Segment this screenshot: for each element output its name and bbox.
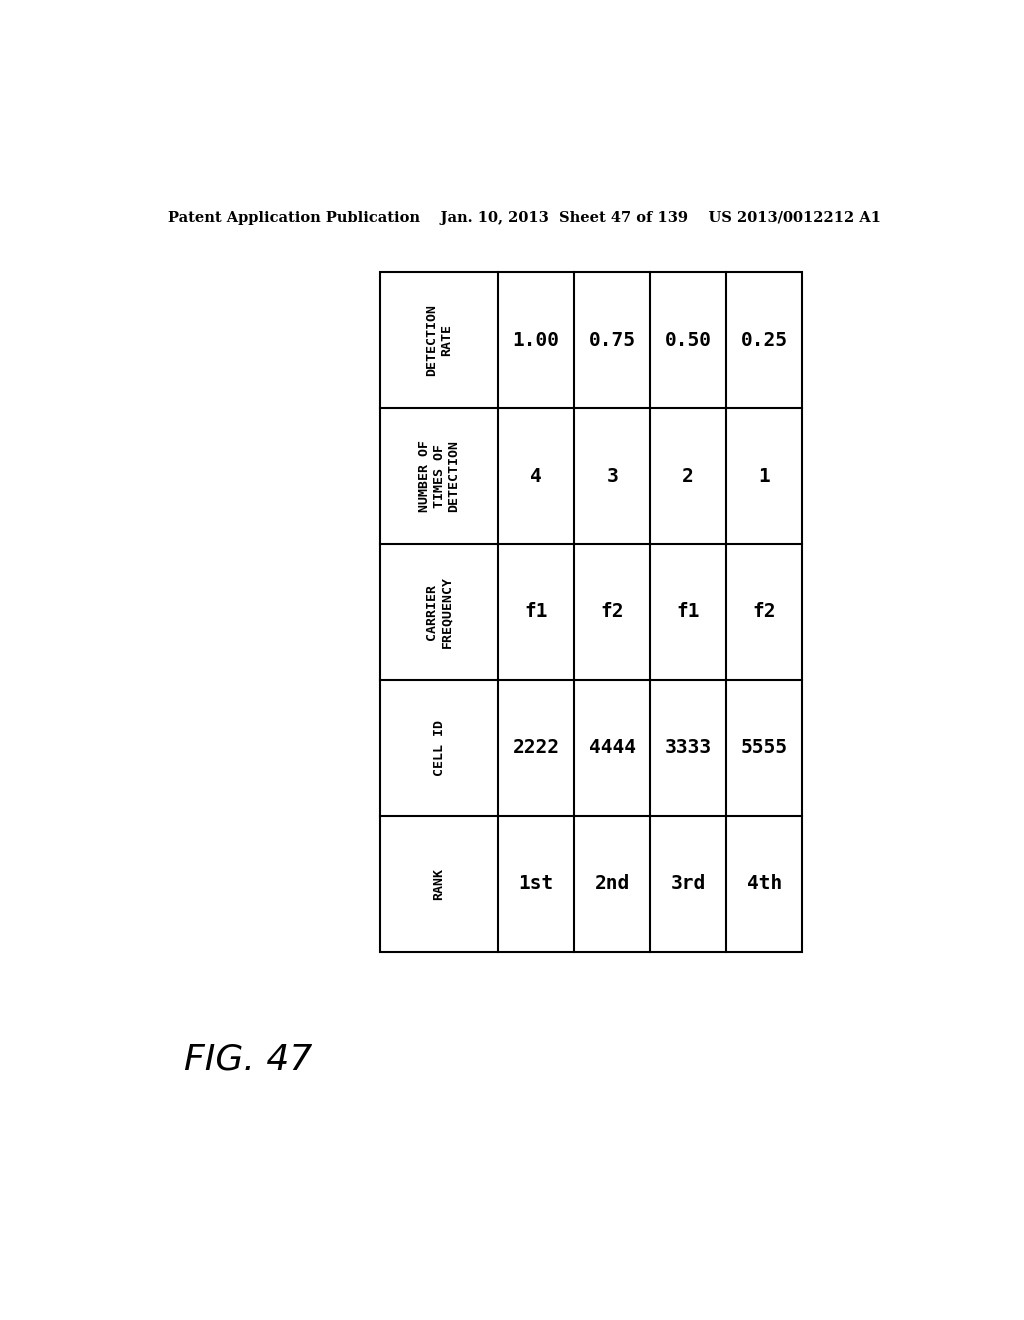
- Text: Patent Application Publication    Jan. 10, 2013  Sheet 47 of 139    US 2013/0012: Patent Application Publication Jan. 10, …: [168, 211, 882, 226]
- Text: 0.50: 0.50: [665, 331, 712, 350]
- Text: NUMBER OF
TIMES OF
DETECTION: NUMBER OF TIMES OF DETECTION: [418, 440, 461, 512]
- Text: 3: 3: [606, 466, 618, 486]
- Text: 0.75: 0.75: [589, 331, 636, 350]
- Text: f1: f1: [677, 602, 700, 622]
- Text: f1: f1: [524, 602, 548, 622]
- Text: 1: 1: [759, 466, 770, 486]
- Text: 2222: 2222: [513, 738, 560, 758]
- Text: 4th: 4th: [746, 874, 782, 894]
- Text: DETECTION
RATE: DETECTION RATE: [425, 305, 453, 376]
- Text: 2nd: 2nd: [595, 874, 630, 894]
- Text: CELL ID: CELL ID: [432, 719, 445, 776]
- Bar: [380, 272, 802, 952]
- Text: f2: f2: [600, 602, 624, 622]
- Text: 2: 2: [682, 466, 694, 486]
- Text: f2: f2: [753, 602, 776, 622]
- Text: CARRIER
FREQUENCY: CARRIER FREQUENCY: [425, 576, 453, 648]
- Text: 3rd: 3rd: [671, 874, 706, 894]
- Text: 4: 4: [530, 466, 542, 486]
- Text: 1st: 1st: [518, 874, 554, 894]
- Text: 3333: 3333: [665, 738, 712, 758]
- Text: 1.00: 1.00: [513, 331, 560, 350]
- Text: 0.25: 0.25: [740, 331, 787, 350]
- Text: FIG. 47: FIG. 47: [184, 1043, 312, 1076]
- Text: RANK: RANK: [432, 867, 445, 900]
- Text: 4444: 4444: [589, 738, 636, 758]
- Text: 5555: 5555: [740, 738, 787, 758]
